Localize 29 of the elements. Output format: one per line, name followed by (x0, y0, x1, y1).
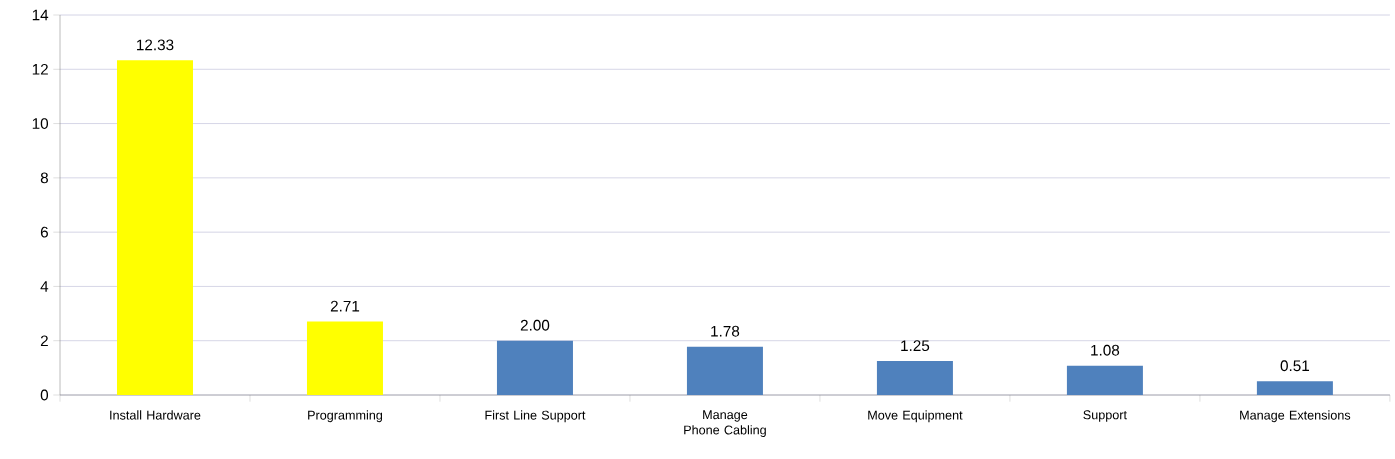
x-tick-label: Support (1083, 410, 1127, 422)
data-label: 0.51 (1280, 360, 1310, 372)
x-tick-label: Move Equipment (868, 410, 963, 423)
y-tick-label: 2 (40, 335, 48, 347)
data-label: 1.08 (1091, 344, 1120, 356)
data-label: 2.71 (330, 300, 360, 312)
y-tick-label: 4 (40, 281, 49, 292)
bar (1256, 381, 1333, 395)
bar (1066, 365, 1143, 395)
data-label: 1.25 (901, 340, 930, 352)
data-label: 2.00 (520, 319, 550, 331)
bar (686, 346, 763, 395)
bar (116, 60, 193, 395)
x-tick-label: Manage Extensions (1240, 410, 1351, 423)
bar (306, 321, 383, 395)
x-tick-label: First Line Support (485, 410, 586, 423)
bar (496, 340, 573, 395)
y-tick-label: 12 (32, 63, 48, 75)
x-tick-label: Install Hardware (110, 410, 201, 420)
y-tick-label: 6 (40, 226, 48, 238)
bar (876, 361, 953, 395)
y-tick-label: 8 (40, 172, 48, 184)
x-tick-label: Manage Phone Cabling (684, 410, 766, 437)
x-tick-label: Programming (308, 410, 383, 423)
y-tick-label: 10 (32, 118, 49, 129)
data-label: 12.33 (137, 39, 174, 51)
y-tick-label: 14 (32, 9, 49, 21)
y-tick-label: 0 (40, 389, 49, 401)
data-label: 1.78 (711, 325, 740, 337)
